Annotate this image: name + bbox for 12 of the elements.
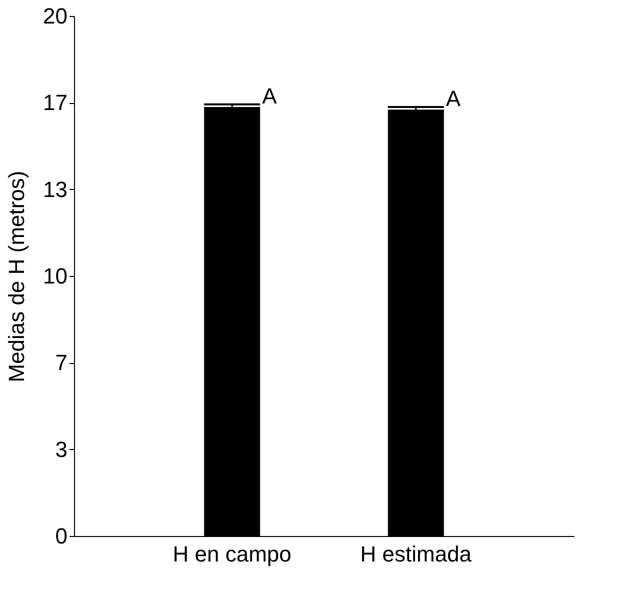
- y-tick-label: 10: [43, 264, 68, 288]
- y-tick-label: 17: [43, 90, 68, 116]
- y-tick-label: 13: [43, 176, 68, 202]
- y-tick-label: 0: [55, 524, 68, 548]
- x-tick-label: H estimada: [360, 542, 472, 566]
- annotation: A: [262, 83, 278, 108]
- y-tick-label: 7: [55, 350, 68, 376]
- y-axis-title: Medias de H (metros): [4, 170, 30, 382]
- annotation: A: [446, 86, 461, 111]
- x-tick-label: H en campo: [172, 542, 292, 566]
- y-tick-label: 3: [55, 436, 68, 462]
- y-tick-label: 20: [43, 4, 68, 28]
